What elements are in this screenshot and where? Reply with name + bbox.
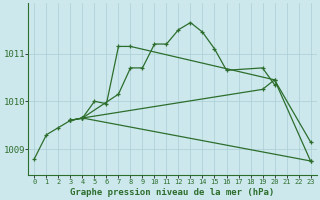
X-axis label: Graphe pression niveau de la mer (hPa): Graphe pression niveau de la mer (hPa) [70,188,275,197]
